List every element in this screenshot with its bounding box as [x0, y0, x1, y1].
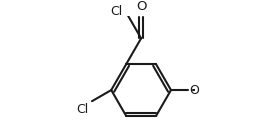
- Text: Cl: Cl: [110, 5, 123, 18]
- Text: O: O: [136, 0, 146, 13]
- Text: Cl: Cl: [76, 103, 88, 116]
- Text: O: O: [189, 84, 199, 97]
